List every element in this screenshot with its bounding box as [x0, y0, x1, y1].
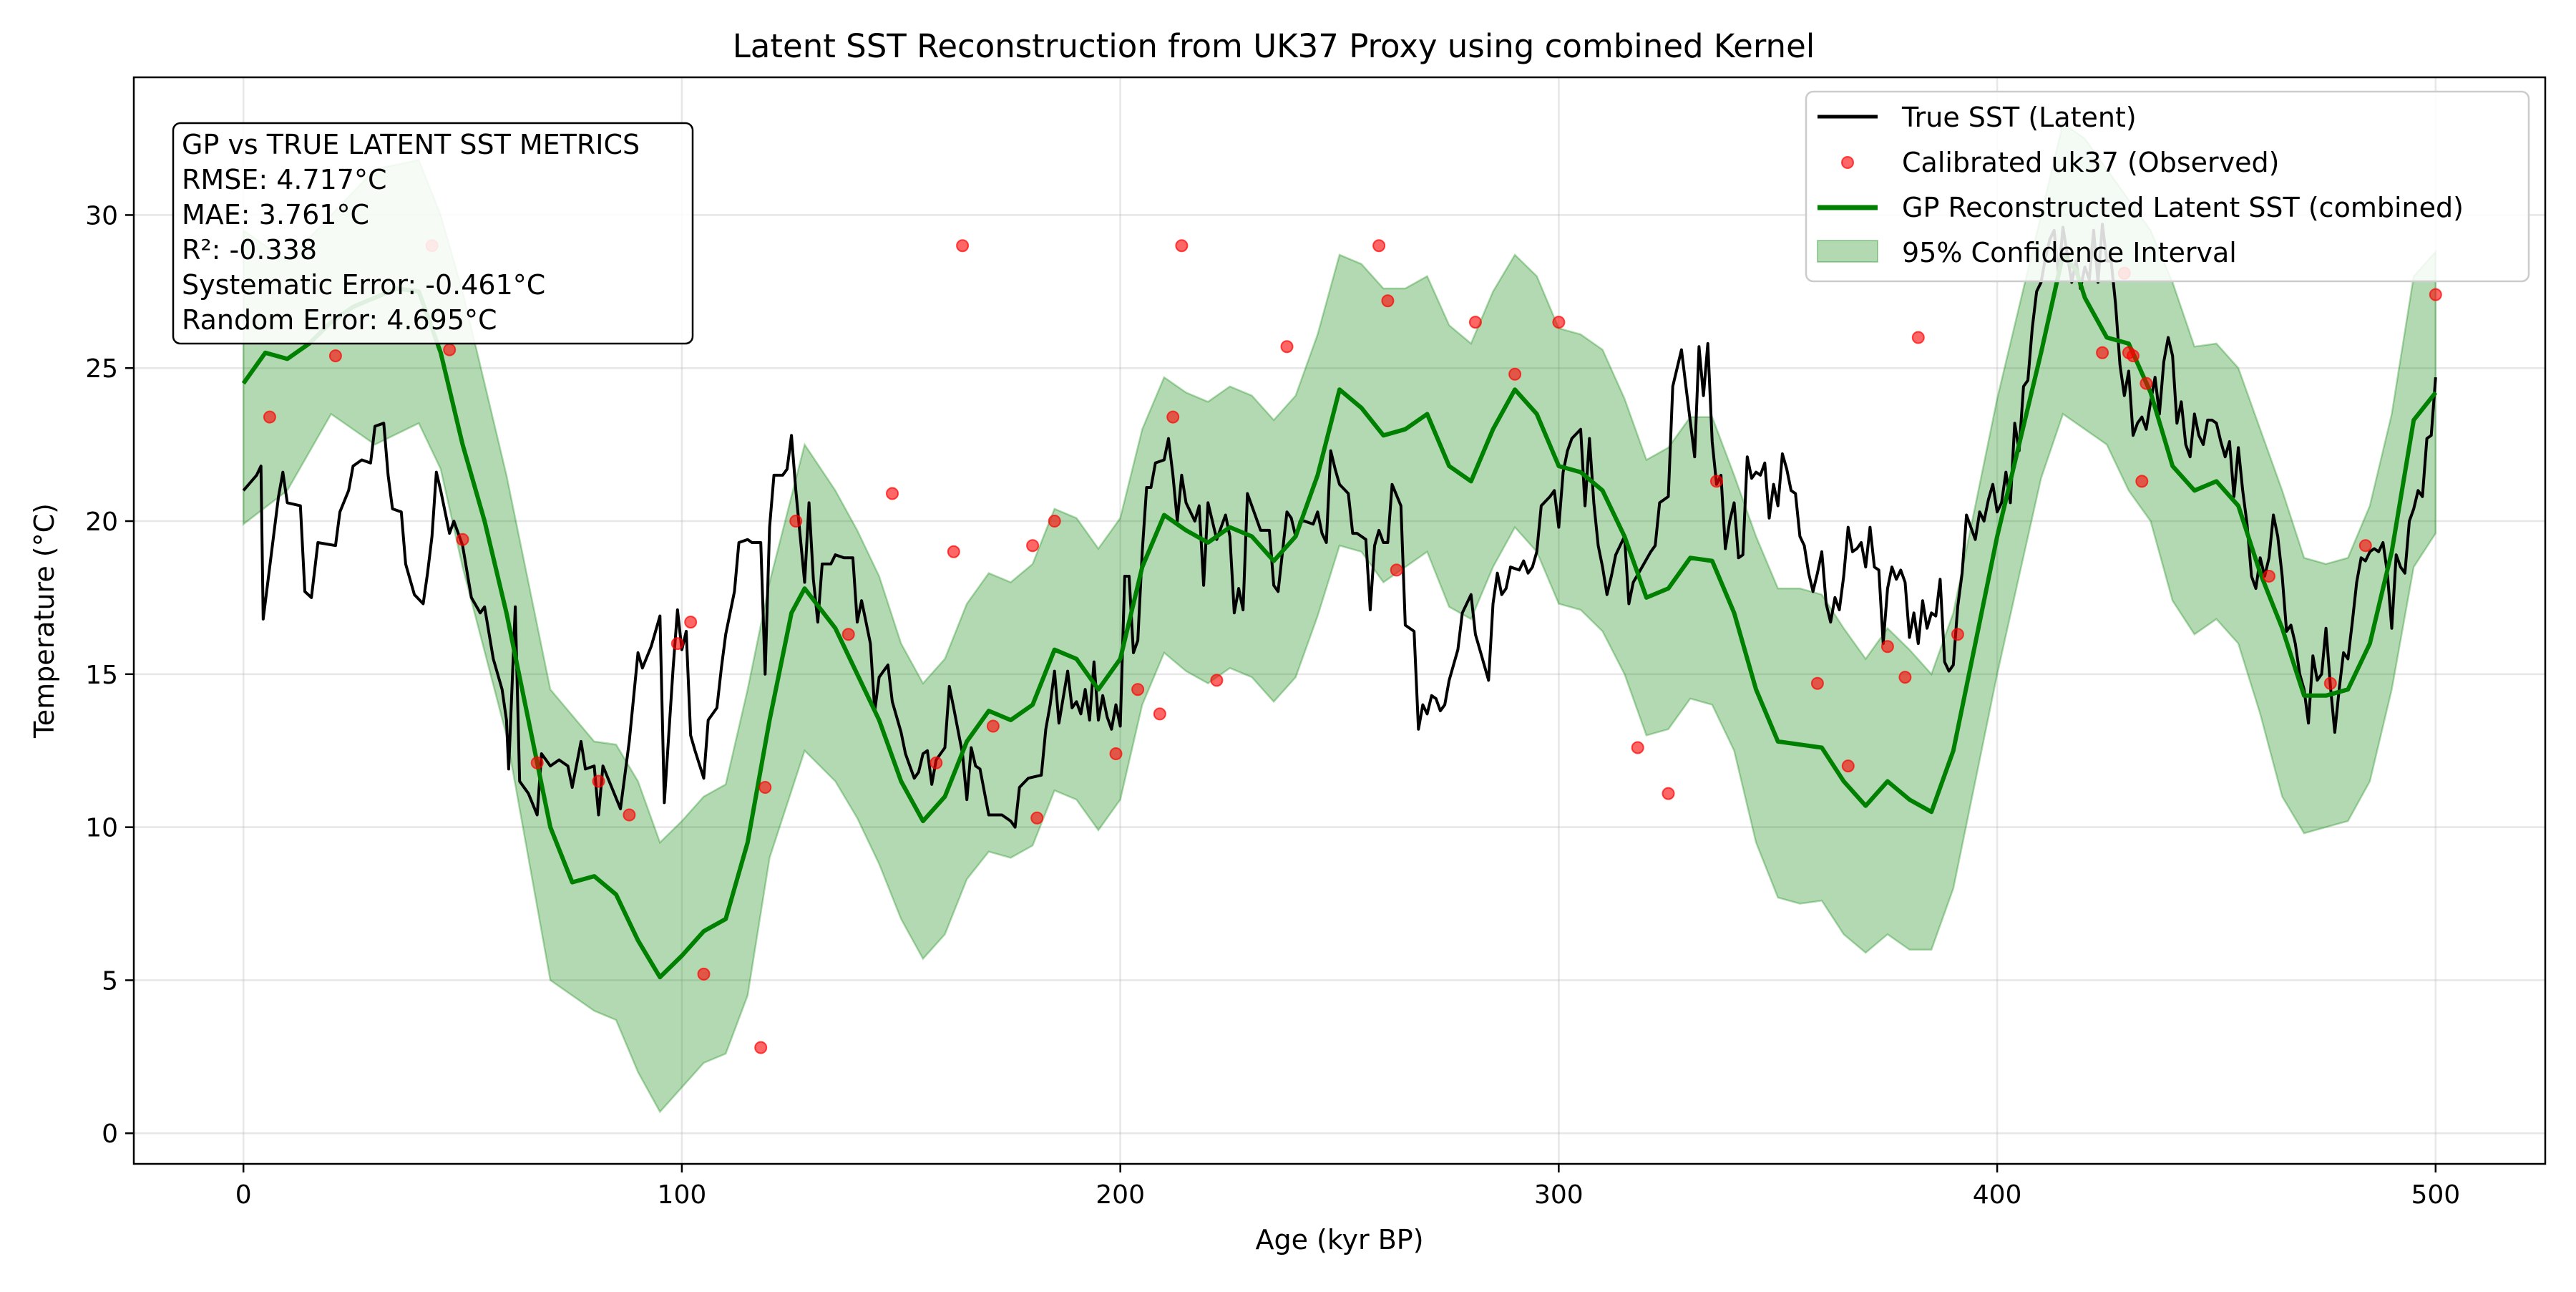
observed-point: [2127, 349, 2140, 363]
x-tick-label: 400: [1973, 1180, 2022, 1210]
observed-point: [1709, 475, 1723, 488]
observed-point: [2096, 346, 2109, 359]
metrics-random-error: Random Error: 4.695°C: [182, 304, 497, 336]
observed-point: [623, 808, 636, 822]
observed-point: [1841, 759, 1855, 773]
plot-frame: [132, 76, 2547, 1165]
metrics-title: GP vs TRUE LATENT SST METRICS: [182, 129, 640, 160]
y-tick-label: 0: [102, 1119, 118, 1149]
tick-layer: 0 100 200 300 400 500 0 5 10 15 20 25 30: [85, 201, 2460, 1210]
observed-point: [1166, 410, 1180, 424]
observed-point: [789, 515, 803, 528]
observed-point: [2135, 475, 2149, 488]
legend-ci-label: 95% Confidence Interval: [1902, 237, 2237, 268]
point-layer: [263, 239, 2442, 1054]
observed-point: [1508, 367, 1522, 381]
x-tick-label: 200: [1096, 1180, 1145, 1210]
observed-point: [2323, 676, 2337, 690]
observed-point: [1026, 539, 1040, 553]
observed-point: [886, 487, 899, 500]
observed-point: [530, 756, 544, 769]
metrics-rmse: RMSE: 4.717°C: [182, 164, 387, 195]
observed-point: [1951, 628, 1964, 641]
chart-title: Latent SST Reconstruction from UK37 Prox…: [733, 27, 1815, 65]
observed-point: [754, 1041, 768, 1054]
observed-point: [1552, 316, 1566, 329]
observed-point: [1880, 640, 1894, 654]
observed-point: [1153, 707, 1166, 721]
y-tick-label: 15: [85, 661, 118, 690]
observed-point: [1468, 316, 1482, 329]
y-tick-label: 20: [85, 507, 118, 537]
observed-point: [1048, 515, 1061, 528]
observed-point: [1631, 741, 1644, 754]
legend-observed-label: Calibrated uk37 (Observed): [1902, 147, 2279, 178]
observed-point: [2140, 377, 2153, 390]
observed-point: [697, 967, 711, 981]
observed-point: [1381, 294, 1395, 308]
observed-point: [328, 349, 342, 363]
observed-point: [841, 628, 855, 641]
observed-point: [456, 533, 469, 546]
legend: True SST (Latent) Calibrated uk37 (Obser…: [1805, 90, 2530, 283]
observed-point: [2358, 539, 2372, 553]
metrics-systematic-error: Systematic Error: -0.461°C: [182, 269, 545, 301]
grid: [134, 77, 2545, 1164]
observed-point: [930, 756, 943, 769]
y-tick-label: 25: [85, 354, 118, 384]
observed-point: [263, 410, 276, 424]
observed-point: [986, 719, 1000, 733]
observed-point: [956, 239, 970, 253]
x-tick-label: 300: [1534, 1180, 1584, 1210]
metrics-r2: R²: -0.338: [182, 234, 317, 266]
observed-point: [1372, 239, 1386, 253]
metrics-mae: MAE: 3.761°C: [182, 199, 369, 230]
confidence-band: [242, 122, 2437, 1114]
metrics-box: GP vs TRUE LATENT SST METRICS RMSE: 4.71…: [172, 122, 694, 345]
observed-point: [1810, 676, 1824, 690]
observed-point: [1175, 239, 1189, 253]
metrics-box-frame: [172, 122, 694, 345]
observed-point: [684, 616, 698, 629]
observed-point: [592, 774, 605, 788]
observed-point: [1030, 811, 1044, 825]
y-tick-label: 10: [85, 814, 118, 843]
observed-point: [443, 343, 457, 356]
y-tick-label: 5: [102, 966, 118, 996]
observed-point: [758, 781, 772, 794]
observed-point: [670, 637, 684, 651]
observed-point: [1109, 747, 1123, 760]
observed-point: [1210, 674, 1224, 687]
observed-point: [1662, 787, 1675, 800]
legend-ci-swatch: [1817, 240, 1878, 263]
observed-point: [1911, 331, 1925, 344]
legend-observed-swatch: [1841, 156, 1854, 169]
legend-true-sst-label: True SST (Latent): [1901, 102, 2137, 133]
observed-point: [1390, 563, 1403, 577]
observed-point: [2263, 570, 2275, 583]
y-axis-label: Temperature (°C): [29, 503, 60, 739]
observed-point: [1280, 340, 1294, 354]
observed-point: [1898, 671, 1912, 684]
observed-point: [2429, 288, 2442, 301]
confidence-band-layer: [242, 122, 2437, 1114]
x-axis-label: Age (kyr BP): [1255, 1224, 1423, 1255]
x-tick-label: 500: [2411, 1180, 2460, 1210]
legend-frame: [1805, 90, 2530, 283]
y-tick-label: 30: [85, 201, 118, 230]
observed-point: [947, 545, 960, 558]
true-sst-line: [242, 223, 2437, 829]
x-tick-label: 100: [658, 1180, 707, 1210]
x-tick-label: 0: [235, 1180, 252, 1210]
observed-point: [1131, 683, 1145, 696]
legend-gp-label: GP Reconstructed Latent SST (combined): [1902, 192, 2464, 223]
